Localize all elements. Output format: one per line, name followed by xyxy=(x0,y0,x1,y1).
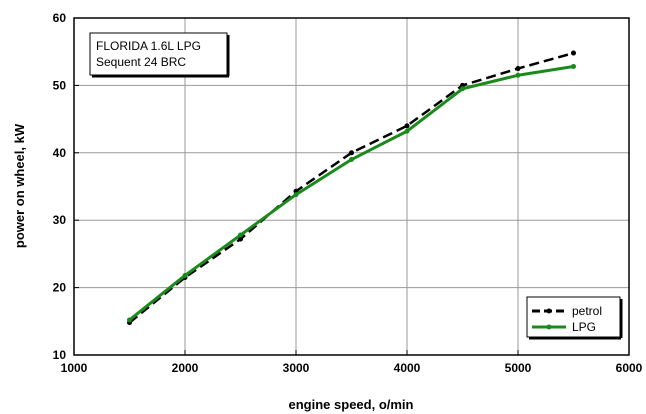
y-tick-label: 20 xyxy=(53,281,67,295)
annotation-box: FLORIDA 1.6L LPG Sequent 24 BRC xyxy=(89,32,230,78)
legend-label-lpg: LPG xyxy=(572,320,596,334)
data-point-lpg xyxy=(460,86,465,92)
x-tick-label: 5000 xyxy=(505,361,532,375)
y-tick-label: 40 xyxy=(53,146,67,160)
data-point-lpg xyxy=(182,272,188,278)
x-tick-label: 6000 xyxy=(616,361,643,375)
y-tick-label: 50 xyxy=(53,78,67,92)
legend: petrol LPG xyxy=(526,296,623,340)
annotation-line-1: FLORIDA 1.6L LPG xyxy=(96,39,201,53)
y-tick-label: 10 xyxy=(53,348,67,362)
plot-frame xyxy=(73,17,630,356)
data-point-lpg xyxy=(349,157,354,163)
y-axis-title: power on wheel, kW xyxy=(12,123,27,248)
data-point-petrol xyxy=(349,150,354,156)
x-tick-label: 1000 xyxy=(61,361,88,375)
legend-marker-petrol xyxy=(546,308,552,314)
x-axis-title: engine speed, o/min xyxy=(289,397,414,412)
data-point-lpg xyxy=(127,317,132,323)
data-point-petrol xyxy=(404,123,410,129)
y-tick-label: 30 xyxy=(53,213,67,227)
series-layer xyxy=(127,50,576,326)
y-tick-label: 60 xyxy=(53,11,67,25)
data-point-petrol xyxy=(238,236,243,242)
series-lpg xyxy=(127,64,576,323)
data-point-petrol xyxy=(571,50,576,56)
x-tick-label: 3000 xyxy=(283,361,310,375)
data-point-lpg xyxy=(238,232,243,238)
axis-ticks: 1000 2000 3000 4000 5000 6000 10 20 30 40 50 60 xyxy=(53,11,643,375)
annotation-line-2: Sequent 24 BRC xyxy=(96,55,186,69)
legend-marker-lpg xyxy=(546,324,552,330)
data-point-petrol xyxy=(515,66,521,72)
data-point-lpg xyxy=(571,64,576,70)
data-point-lpg xyxy=(515,72,521,78)
x-tick-label: 2000 xyxy=(172,361,199,375)
data-point-lpg xyxy=(293,192,299,198)
x-tick-label: 4000 xyxy=(394,361,421,375)
legend-label-petrol: petrol xyxy=(572,304,602,318)
data-point-lpg xyxy=(404,128,410,134)
